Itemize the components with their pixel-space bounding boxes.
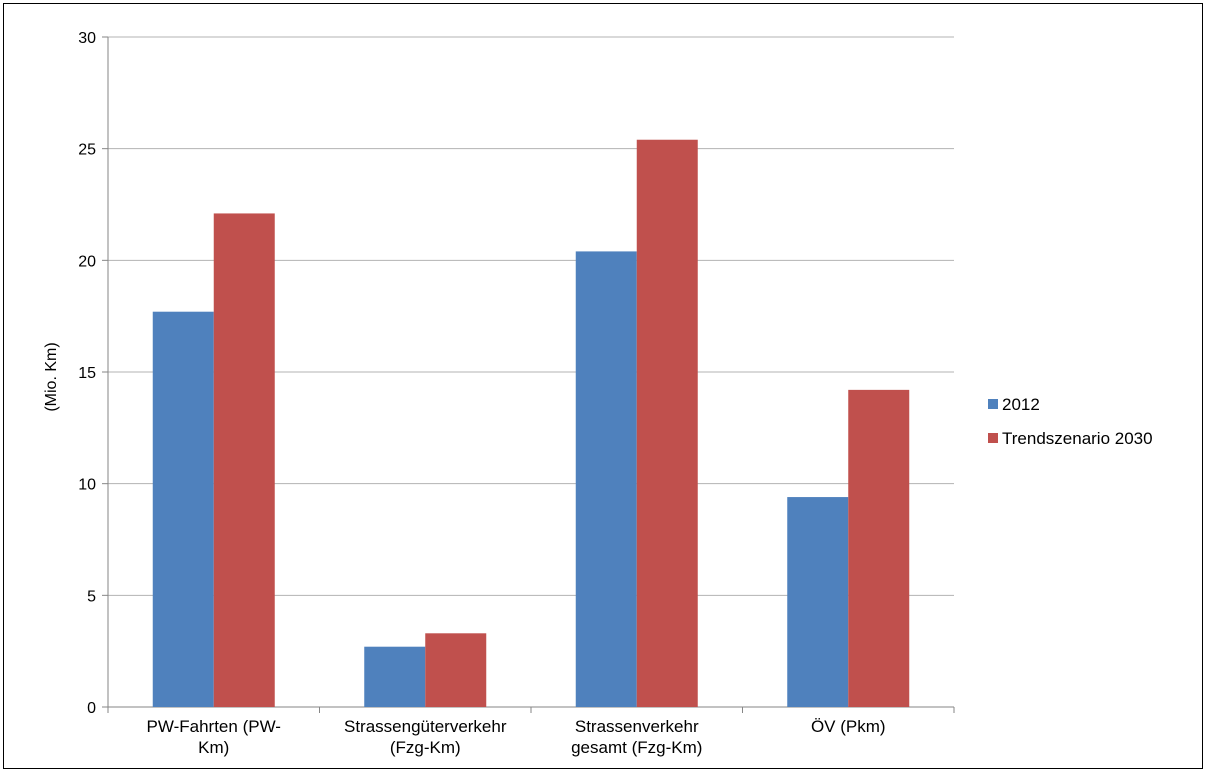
legend: 2012 Trendszenario 2030 [988,395,1153,448]
bar-trendszenario-2030 [425,633,487,707]
legend-swatch [988,399,998,409]
bar-2012 [787,497,849,707]
legend-swatch [988,433,998,443]
y-tick-label: 15 [78,365,96,382]
bar-2012 [364,646,426,707]
y-axis-title: (Mio. Km) [43,342,60,411]
bar-chart: 0 5 10 15 20 25 30 PW-Fahrten (PW-Km) Strassengü… [43,30,1153,757]
x-category-label: ÖV (Pkm) [811,717,886,736]
bars [152,139,910,707]
y-tick-label: 20 [78,253,96,270]
x-category-label: PW-Fahrten (PW-Km) [147,717,281,757]
y-tick-label: 30 [78,30,96,47]
x-category-label: Strassengüterverkehr (Fzg-Km) [344,717,507,757]
legend-label: Trendszenario 2030 [1002,429,1153,448]
y-tick-label: 5 [87,588,96,605]
bar-trendszenario-2030 [636,139,698,707]
bar-trendszenario-2030 [848,389,910,707]
x-category-label: Strassenverkehr gesamt (Fzg-Km) [571,717,702,757]
bar-trendszenario-2030 [213,213,275,707]
bar-2012 [152,311,214,707]
y-tick-label: 0 [87,700,96,717]
labels: 0 5 10 15 20 25 30 PW-Fahrten (PW-Km) Strassengü… [78,30,885,757]
y-tick-label: 25 [78,142,96,159]
y-tick-label: 10 [78,477,96,494]
chart-frame: 0 5 10 15 20 25 30 PW-Fahrten (PW-Km) Strassengü… [3,3,1203,769]
legend-label: 2012 [1002,395,1040,414]
bar-2012 [575,251,637,707]
